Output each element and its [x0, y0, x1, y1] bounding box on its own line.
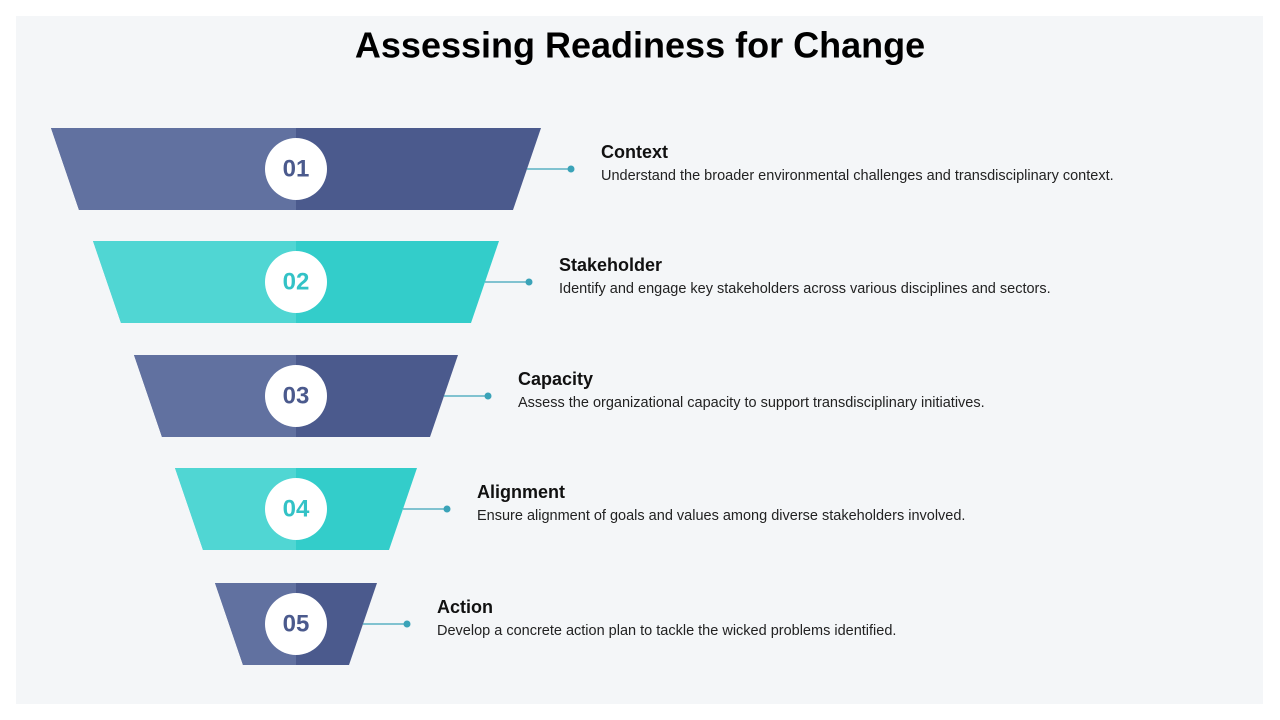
connector-dot	[525, 278, 533, 286]
step-heading: Alignment	[477, 482, 565, 502]
funnel-segment-shade	[51, 128, 296, 210]
step-heading: Stakeholder	[559, 255, 662, 275]
step-description: Identify and engage key stakeholders acr…	[559, 281, 1051, 297]
step-description: Ensure alignment of goals and values amo…	[477, 508, 965, 524]
step-number: 03	[283, 382, 310, 409]
step-number: 04	[283, 495, 310, 522]
step-heading: Context	[601, 142, 668, 162]
step-heading: Action	[437, 597, 493, 617]
step-number: 02	[283, 268, 310, 295]
step-heading: Capacity	[518, 369, 593, 389]
funnel-segment-shade	[93, 241, 296, 323]
number-badge	[265, 138, 327, 200]
title: Assessing Readiness for Change	[355, 25, 925, 66]
connector-dot	[567, 165, 575, 173]
step-description: Assess the organizational capacity to su…	[518, 395, 985, 411]
step-description: Develop a concrete action plan to tackle…	[437, 623, 896, 639]
number-badge	[265, 365, 327, 427]
number-badge	[265, 593, 327, 655]
step-number: 05	[283, 610, 310, 637]
number-badge	[265, 251, 327, 313]
connector-dot	[484, 392, 492, 400]
connector-dot	[403, 620, 411, 628]
funnel-segment-shade	[134, 355, 296, 437]
number-badge	[265, 478, 327, 540]
funnel-segment-shade	[175, 468, 296, 550]
step-description: Understand the broader environmental cha…	[601, 168, 1114, 184]
connector-dot	[443, 505, 451, 513]
step-number: 01	[283, 155, 310, 182]
